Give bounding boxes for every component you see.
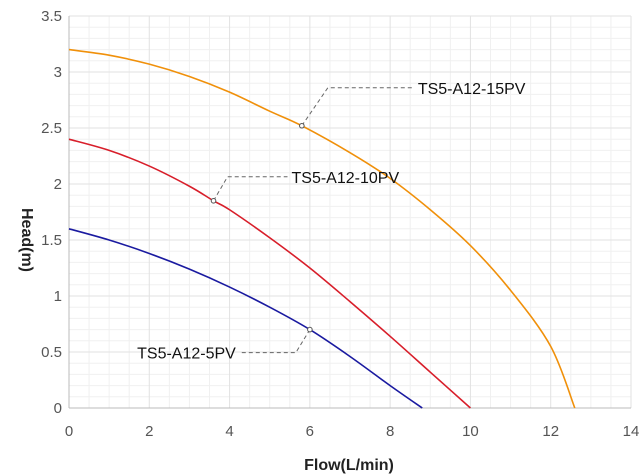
series-line-1 [68,48,576,409]
y-tick-label: 1 [54,288,62,305]
series-label: TS5-A12-10PV [292,170,400,187]
x-tick-label: 2 [145,423,153,440]
y-tick-label: 2.5 [41,120,62,137]
x-axis-ticks: 0 2 4 6 8 10 12 14 [65,423,640,440]
series-line-2 [68,138,471,409]
x-tick-label: 14 [623,423,640,440]
annotation-marker [210,198,217,204]
y-axis-ticks: 0 0.5 1 1.5 2 2.5 3 3.5 [41,8,62,417]
annotation-leader [301,87,414,127]
series-label: TS5-A12-15PV [418,81,526,98]
annotation-leader [213,176,288,202]
y-tick-label: 1.5 [41,232,62,249]
series-line-3 [68,228,423,409]
y-tick-label: 0 [54,400,62,417]
y-tick-label: 0.5 [41,344,62,361]
series-annotations: TS5-A12-15PV TS5-A12-10PV TS5-A12-5PV [137,81,526,363]
series-label: TS5-A12-5PV [137,346,236,363]
y-axis-title: Head(m) [18,208,35,272]
x-tick-label: 4 [225,423,233,440]
annotation-marker [299,122,305,129]
x-axis-title: Flow(L/min) [304,457,394,474]
x-tick-label: 8 [386,423,394,440]
y-tick-label: 3.5 [41,8,62,25]
x-tick-label: 10 [462,423,479,440]
annotation-leader [239,329,311,354]
x-tick-label: 6 [306,423,314,440]
series-lines [68,48,576,409]
x-tick-label: 12 [542,423,559,440]
x-tick-label: 0 [65,423,73,440]
y-tick-label: 2 [54,176,62,193]
y-tick-label: 3 [54,64,62,81]
annotation-marker [307,326,313,333]
